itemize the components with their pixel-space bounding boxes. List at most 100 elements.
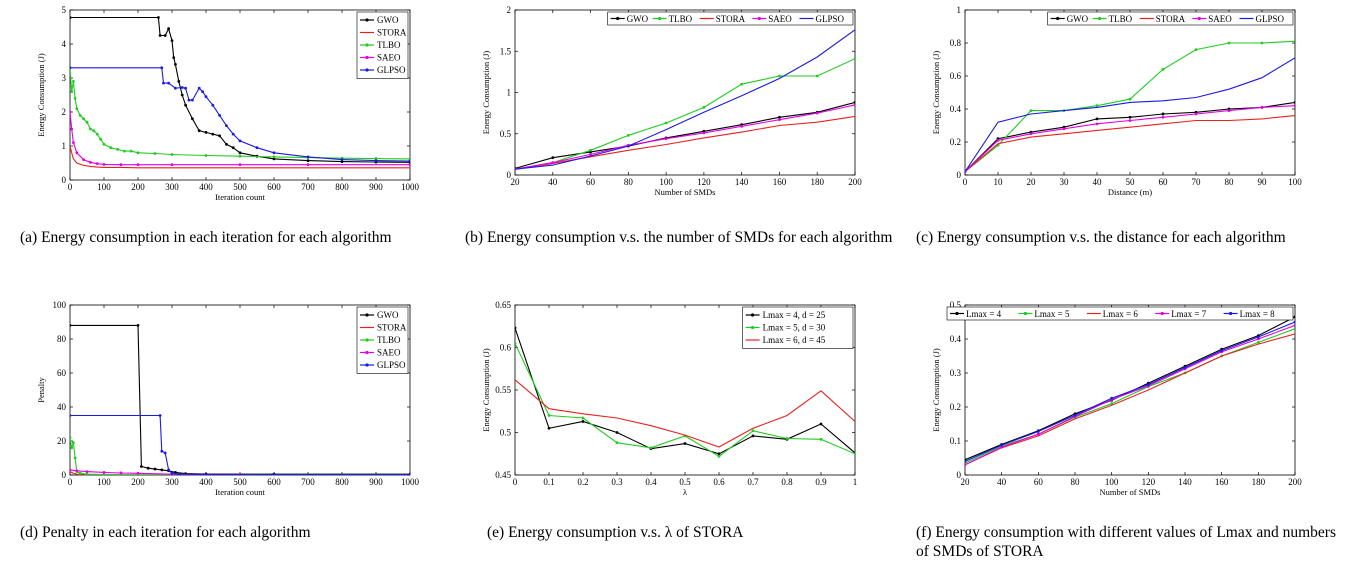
legend-marker [365, 68, 369, 72]
data-point [197, 86, 201, 90]
data-point [201, 90, 205, 93]
x-tick-label: 0.8 [781, 477, 793, 487]
data-point [996, 138, 1000, 142]
data-point [146, 466, 150, 470]
x-tick-label: 80 [1071, 477, 1081, 487]
series-line-lmax-6-d-45 [515, 379, 855, 448]
x-tick-label: 20 [961, 477, 971, 487]
data-point [815, 74, 819, 78]
data-point [238, 163, 242, 167]
series-line-stora [965, 115, 1295, 173]
data-point [551, 161, 555, 165]
legend-box [607, 11, 854, 26]
x-tick-label: 100 [1288, 177, 1302, 187]
data-point [153, 152, 157, 155]
y-tick-label: 0.5 [500, 129, 512, 139]
x-tick-label: 40 [548, 177, 558, 187]
legend-label: Lmax = 7 [1171, 309, 1207, 319]
caption-c: (c) Energy consumption v.s. the distance… [916, 228, 1346, 247]
legend-marker [751, 313, 755, 317]
data-point [191, 98, 194, 102]
data-point [162, 81, 165, 85]
series-group [70, 324, 410, 475]
x-tick-label: 100 [97, 477, 111, 487]
legend-marker [1056, 16, 1060, 21]
y-tick-label: 0.5 [950, 300, 962, 310]
chart-panel-c: 0 10 20 30 40 50 60 70 80 90 100 0 0.2 0.4 0.6 0.8 1 Dist… [910, 0, 1355, 260]
y-tick-label: 2 [507, 5, 512, 15]
chart-panel-a: 0 100 200 300 400 500 600 700 800 900 1000 0 1 2 3 4 5 It… [20, 0, 465, 260]
y-tick-label: 0.2 [950, 402, 961, 412]
legend-marker [365, 18, 369, 22]
y-tick-label: 0.4 [950, 334, 962, 344]
data-point [116, 148, 119, 151]
data-point [551, 156, 555, 160]
data-point [70, 436, 72, 439]
data-point [197, 129, 201, 133]
legend-marker [955, 311, 959, 316]
data-point [702, 105, 706, 109]
data-point [170, 471, 174, 475]
x-tick-label: 40 [1093, 177, 1103, 187]
data-point [1095, 104, 1099, 108]
legend-marker [1229, 311, 1233, 316]
data-point [218, 114, 222, 117]
legend-label: GWO [627, 14, 649, 24]
data-point [123, 149, 126, 153]
data-point [75, 469, 79, 473]
data-point [136, 151, 140, 155]
data-point [649, 446, 653, 450]
data-point [1293, 315, 1295, 319]
x-axis-label: Number of SMDs [655, 187, 716, 197]
x-tick-label: 0.3 [611, 477, 623, 487]
series-line-saeo [70, 111, 410, 166]
x-tick-label: 0 [963, 177, 968, 187]
data-point [1110, 396, 1114, 400]
y-axis-label: Energy Consumption (J) [931, 348, 941, 432]
data-point [225, 142, 228, 146]
series-line-tlbo [70, 67, 410, 160]
data-point [174, 63, 177, 66]
data-point [78, 471, 82, 475]
x-tick-label: 600 [267, 477, 281, 487]
data-point [225, 124, 228, 127]
data-point [119, 471, 123, 475]
data-point [306, 163, 310, 167]
x-tick-label: 40 [997, 477, 1007, 487]
x-tick-label: 120 [697, 177, 711, 187]
plot-frame [964, 304, 1296, 476]
legend-label: Lmax = 8 [1240, 309, 1276, 319]
data-point [177, 472, 181, 475]
y-tick-label: 0 [957, 470, 962, 480]
x-tick-label: 500 [233, 182, 247, 192]
data-point [1293, 39, 1295, 43]
data-point [85, 470, 89, 473]
data-point [717, 452, 721, 456]
data-point [515, 341, 517, 345]
x-tick-label: 600 [267, 182, 281, 192]
data-point [1256, 335, 1260, 339]
data-point [211, 103, 215, 107]
chart-f: 20 40 60 80 100 120 140 160 180 200 0 0.1 0.2 0.3 0.4 0… [931, 300, 1302, 497]
y-axis-label: Energy Consumption (J) [931, 51, 941, 135]
caption-e-text: (e) Energy consumption v.s. λ of STORA [487, 524, 744, 541]
x-tick-label: 1000 [401, 182, 420, 192]
data-point [184, 103, 188, 107]
data-point [1128, 97, 1132, 101]
data-point [158, 34, 162, 37]
caption-f-text: (f) Energy consumption with different va… [916, 524, 1336, 560]
data-point [92, 129, 96, 133]
data-point [1161, 68, 1165, 71]
y-axis-label: Penalty [36, 377, 46, 403]
data-point [778, 74, 781, 78]
data-point [136, 324, 140, 327]
y-tick-label: 0.8 [950, 38, 962, 48]
x-axis-label: Number of SMDs [1100, 487, 1161, 497]
x-tick-label: 300 [165, 477, 179, 487]
data-point [965, 460, 967, 463]
legend-label: GWO [1067, 14, 1089, 24]
x-tick-label: 100 [97, 182, 111, 192]
data-point [1293, 327, 1295, 331]
data-point [778, 118, 781, 122]
series-line-lmax-5-d-30 [515, 343, 855, 457]
